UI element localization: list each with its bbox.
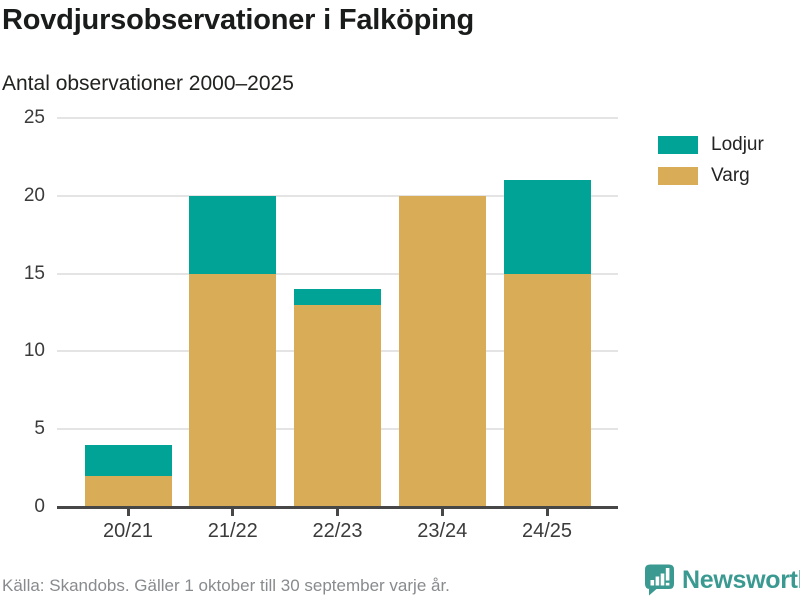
chart-subtitle: Antal observationer 2000–2025: [2, 72, 294, 95]
y-tick-label: 15: [23, 262, 45, 284]
bar-segment-varg: [189, 273, 277, 507]
bar-20/21: [84, 118, 172, 507]
x-tick-label: 22/23: [312, 520, 363, 542]
brand-name: Newsworthy: [682, 565, 800, 594]
x-tick-label: 23/24: [417, 520, 468, 542]
legend-item-varg: Varg: [658, 165, 764, 187]
newsworthy-bar-chart-bubble-icon: [645, 564, 674, 596]
x-axis-line: [57, 506, 618, 509]
x-tick-label: 24/25: [521, 520, 573, 542]
gridline: [57, 117, 618, 119]
legend: Lodjur Varg: [658, 134, 764, 196]
bar-segment-lodjur: [294, 289, 381, 305]
bar-22/23: [294, 118, 381, 507]
x-axis-tick: [440, 508, 444, 516]
bar-segment-lodjur: [189, 195, 277, 274]
legend-item-lodjur: Lodjur: [658, 134, 764, 156]
legend-swatch: [658, 136, 698, 154]
x-axis-tick: [545, 508, 549, 516]
gridline: [57, 194, 618, 197]
y-tick-label: 5: [34, 418, 45, 440]
bar-23/24: [398, 118, 486, 507]
x-tick-label: 20/21: [102, 520, 154, 542]
y-tick-label: 0: [34, 496, 45, 517]
brand-logo: Newsworthy: [644, 563, 800, 597]
x-axis-tick: [126, 508, 130, 516]
source-note: Källa: Skandobs. Gäller 1 oktober till 3…: [2, 576, 450, 595]
bar-segment-varg: [398, 195, 486, 507]
bar-segment-lodjur: [84, 444, 172, 476]
bar-21/22: [189, 118, 277, 507]
y-tick-label: 20: [23, 184, 45, 206]
legend-label: Lodjur: [711, 134, 764, 155]
chart-title: Rovdjursobservationer i Falköping: [2, 4, 474, 36]
x-tick-label: 21/22: [207, 520, 258, 542]
x-axis-tick: [231, 508, 235, 516]
x-axis-tick: [336, 508, 339, 516]
plot-area: 0 5 10 15 20 25 20/21 21/22 22/23 23/24 24/25: [24, 107, 618, 542]
bar-24/25: [503, 118, 591, 507]
y-tick-label: 25: [23, 107, 45, 128]
bar-segment-lodjur: [503, 180, 591, 274]
gridline: [57, 272, 618, 275]
legend-label: Varg: [711, 165, 750, 186]
bar-segment-varg: [294, 304, 381, 507]
y-tick-label: 10: [23, 340, 45, 362]
bar-segment-varg: [84, 475, 172, 507]
bar-segment-varg: [503, 273, 591, 507]
legend-swatch: [658, 167, 698, 185]
